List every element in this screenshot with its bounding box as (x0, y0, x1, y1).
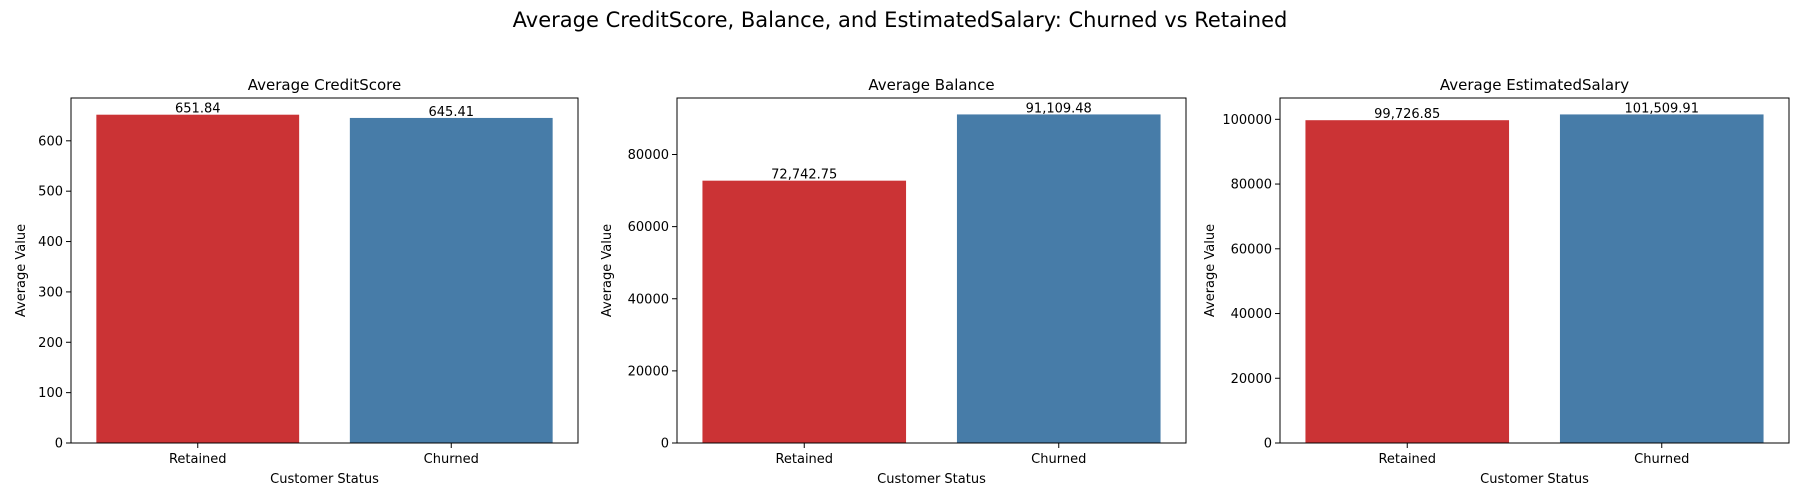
x-tick-label: Churned (1031, 452, 1086, 467)
subplot-title: Average CreditScore (248, 76, 402, 94)
y-tick-label: 300 (38, 285, 63, 300)
chart-panel-3: 99,726.85 Retained 101,509.91 Churned 0 20000… (1203, 76, 1790, 487)
x-tick-label: Retained (169, 452, 227, 467)
y-tick-label: 60000 (628, 220, 669, 235)
x-axis-label: Customer Status (877, 472, 986, 487)
bar-value-label: 72,742.75 (771, 168, 837, 183)
y-tick-label: 40000 (1231, 307, 1272, 322)
y-tick-label: 0 (1264, 437, 1272, 452)
bar-value-label: 651.84 (175, 102, 221, 117)
x-tick-label: Retained (775, 452, 833, 467)
bar-retained (702, 180, 907, 444)
chart-panel-1: 651.84 Retained 645.41 Churned 0 100 200 300 400… (14, 76, 579, 487)
x-tick-label: Churned (1634, 452, 1689, 467)
y-tick-label: 500 (38, 185, 63, 200)
subplot-title: Average EstimatedSalary (1440, 76, 1629, 94)
x-tick-label: Churned (424, 452, 479, 467)
y-axis-label: Average Value (14, 224, 29, 317)
bar-value-label: 99,726.85 (1374, 107, 1440, 122)
y-tick-label: 100000 (1222, 113, 1272, 128)
y-axis-label: Average Value (600, 224, 615, 317)
y-tick-label: 80000 (628, 148, 669, 163)
x-axis-label: Customer Status (270, 472, 379, 487)
bar-value-label: 101,509.91 (1625, 101, 1699, 116)
bar-value-label: 91,109.48 (1026, 101, 1092, 116)
chart-panel-2: 72,742.75 Retained 91,109.48 Churned 0 20000 4… (600, 76, 1187, 487)
bar-churned (956, 114, 1161, 444)
bar-retained (1305, 120, 1510, 443)
axes-frame (676, 97, 1187, 444)
y-tick-label: 60000 (1231, 242, 1272, 257)
bar-churned (1559, 114, 1764, 444)
axes-frame (70, 97, 579, 444)
y-tick-label: 0 (55, 437, 63, 452)
x-tick-label: Retained (1378, 452, 1436, 467)
bar-value-label: 645.41 (429, 105, 475, 120)
y-tick-label: 100 (38, 386, 63, 401)
axes-frame (1279, 97, 1790, 444)
y-tick-label: 20000 (628, 364, 669, 379)
bar-retained (96, 114, 300, 443)
y-tick-label: 80000 (1231, 178, 1272, 193)
bar-churned (349, 117, 553, 443)
y-tick-label: 40000 (628, 292, 669, 307)
y-tick-label: 20000 (1231, 372, 1272, 387)
subplot-title: Average Balance (868, 76, 994, 94)
y-axis-label: Average Value (1203, 224, 1218, 317)
y-tick-label: 400 (38, 235, 63, 250)
y-tick-label: 0 (661, 437, 669, 452)
figure-title: Average CreditScore, Balance, and Estima… (512, 8, 1288, 32)
y-tick-label: 200 (38, 336, 63, 351)
x-axis-label: Customer Status (1480, 472, 1589, 487)
y-tick-label: 600 (38, 134, 63, 149)
